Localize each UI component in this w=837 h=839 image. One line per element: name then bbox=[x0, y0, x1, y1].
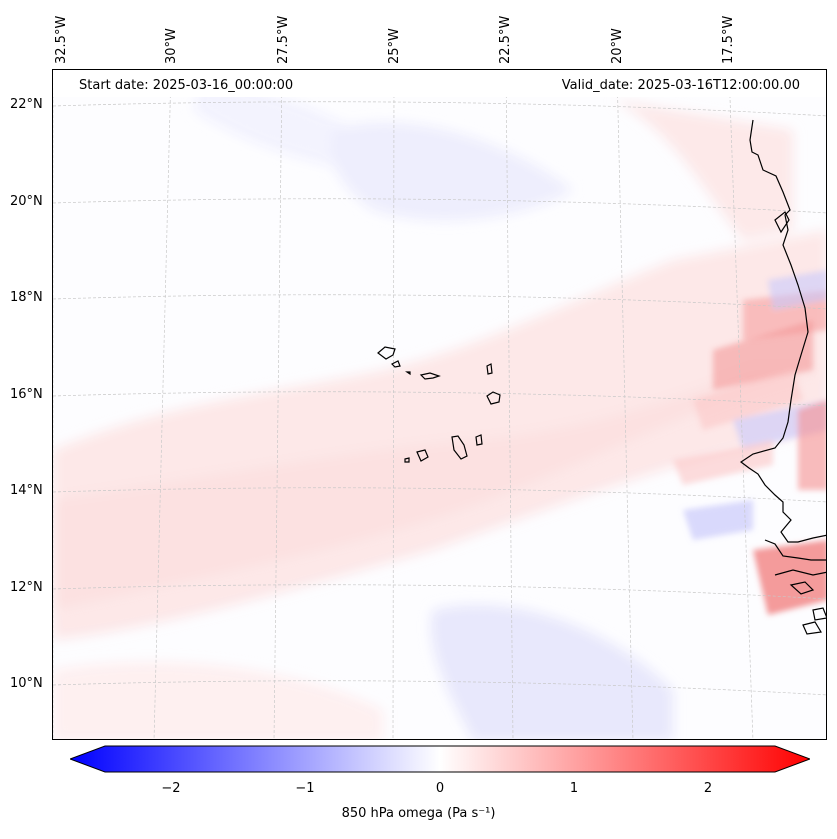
colorbar-tick-2: 2 bbox=[703, 781, 713, 796]
omega-field-shading bbox=[53, 80, 826, 739]
lat-label-20n: 20°N bbox=[10, 194, 43, 209]
island-boa-vista bbox=[486, 391, 501, 405]
colorbar-tick-0: 0 bbox=[435, 781, 445, 796]
header-strip: Start date: 2025-03-16_00:00:00 Valid_da… bbox=[53, 70, 826, 97]
island-sal bbox=[486, 363, 493, 375]
start-date-label: Start date: 2025-03-16_00:00:00 bbox=[79, 78, 294, 93]
island-sao-nicolau bbox=[419, 372, 441, 380]
lon-label-17-5w: 17.5°W bbox=[721, 15, 736, 64]
lat-label-10n: 10°N bbox=[10, 676, 43, 691]
island-santiago bbox=[451, 435, 468, 460]
coastline-islets-north bbox=[774, 211, 790, 234]
african-coastline bbox=[739, 119, 826, 543]
colorbar bbox=[70, 745, 810, 773]
colorbar-tick-neg1: −1 bbox=[295, 781, 315, 796]
island-sao-vicente bbox=[390, 360, 401, 368]
lon-label-22-5w: 22.5°W bbox=[498, 15, 513, 64]
lon-label-20w: 20°W bbox=[610, 28, 625, 64]
island-santa-luzia bbox=[405, 371, 411, 376]
omega-field-coastal-signal bbox=[673, 270, 826, 615]
lon-label-27-5w: 27.5°W bbox=[276, 15, 291, 64]
lat-label-16n: 16°N bbox=[10, 387, 43, 402]
colorbar-tick-neg2: −2 bbox=[161, 781, 181, 796]
coastline-southern-inlets bbox=[764, 539, 826, 635]
lat-label-18n: 18°N bbox=[10, 290, 43, 305]
cape-verde-islands bbox=[377, 346, 501, 463]
lat-label-22n: 22°N bbox=[10, 97, 43, 112]
coastlines bbox=[739, 119, 826, 635]
island-maio bbox=[475, 434, 483, 446]
colorbar-tick-1: 1 bbox=[569, 781, 579, 796]
omega-field-map bbox=[53, 70, 826, 739]
map-panel: Start date: 2025-03-16_00:00:00 Valid_da… bbox=[52, 69, 827, 740]
lat-label-14n: 14°N bbox=[10, 483, 43, 498]
lat-gridlines bbox=[53, 101, 826, 696]
valid-date-label: Valid_date: 2025-03-16T12:00:00.00 bbox=[561, 78, 800, 93]
colorbar-label: 850 hPa omega (Pa s⁻¹) bbox=[341, 806, 496, 821]
colorbar-ramp bbox=[70, 745, 810, 773]
lon-label-30w: 30°W bbox=[164, 28, 179, 64]
lat-label-12n: 12°N bbox=[10, 580, 43, 595]
island-brava bbox=[404, 457, 410, 463]
lon-label-25w: 25°W bbox=[387, 28, 402, 64]
lon-label-32-5w: 32.5°W bbox=[54, 15, 69, 64]
island-fogo bbox=[416, 449, 429, 462]
lon-gridlines bbox=[53, 70, 754, 739]
island-santo-antao bbox=[377, 346, 396, 360]
